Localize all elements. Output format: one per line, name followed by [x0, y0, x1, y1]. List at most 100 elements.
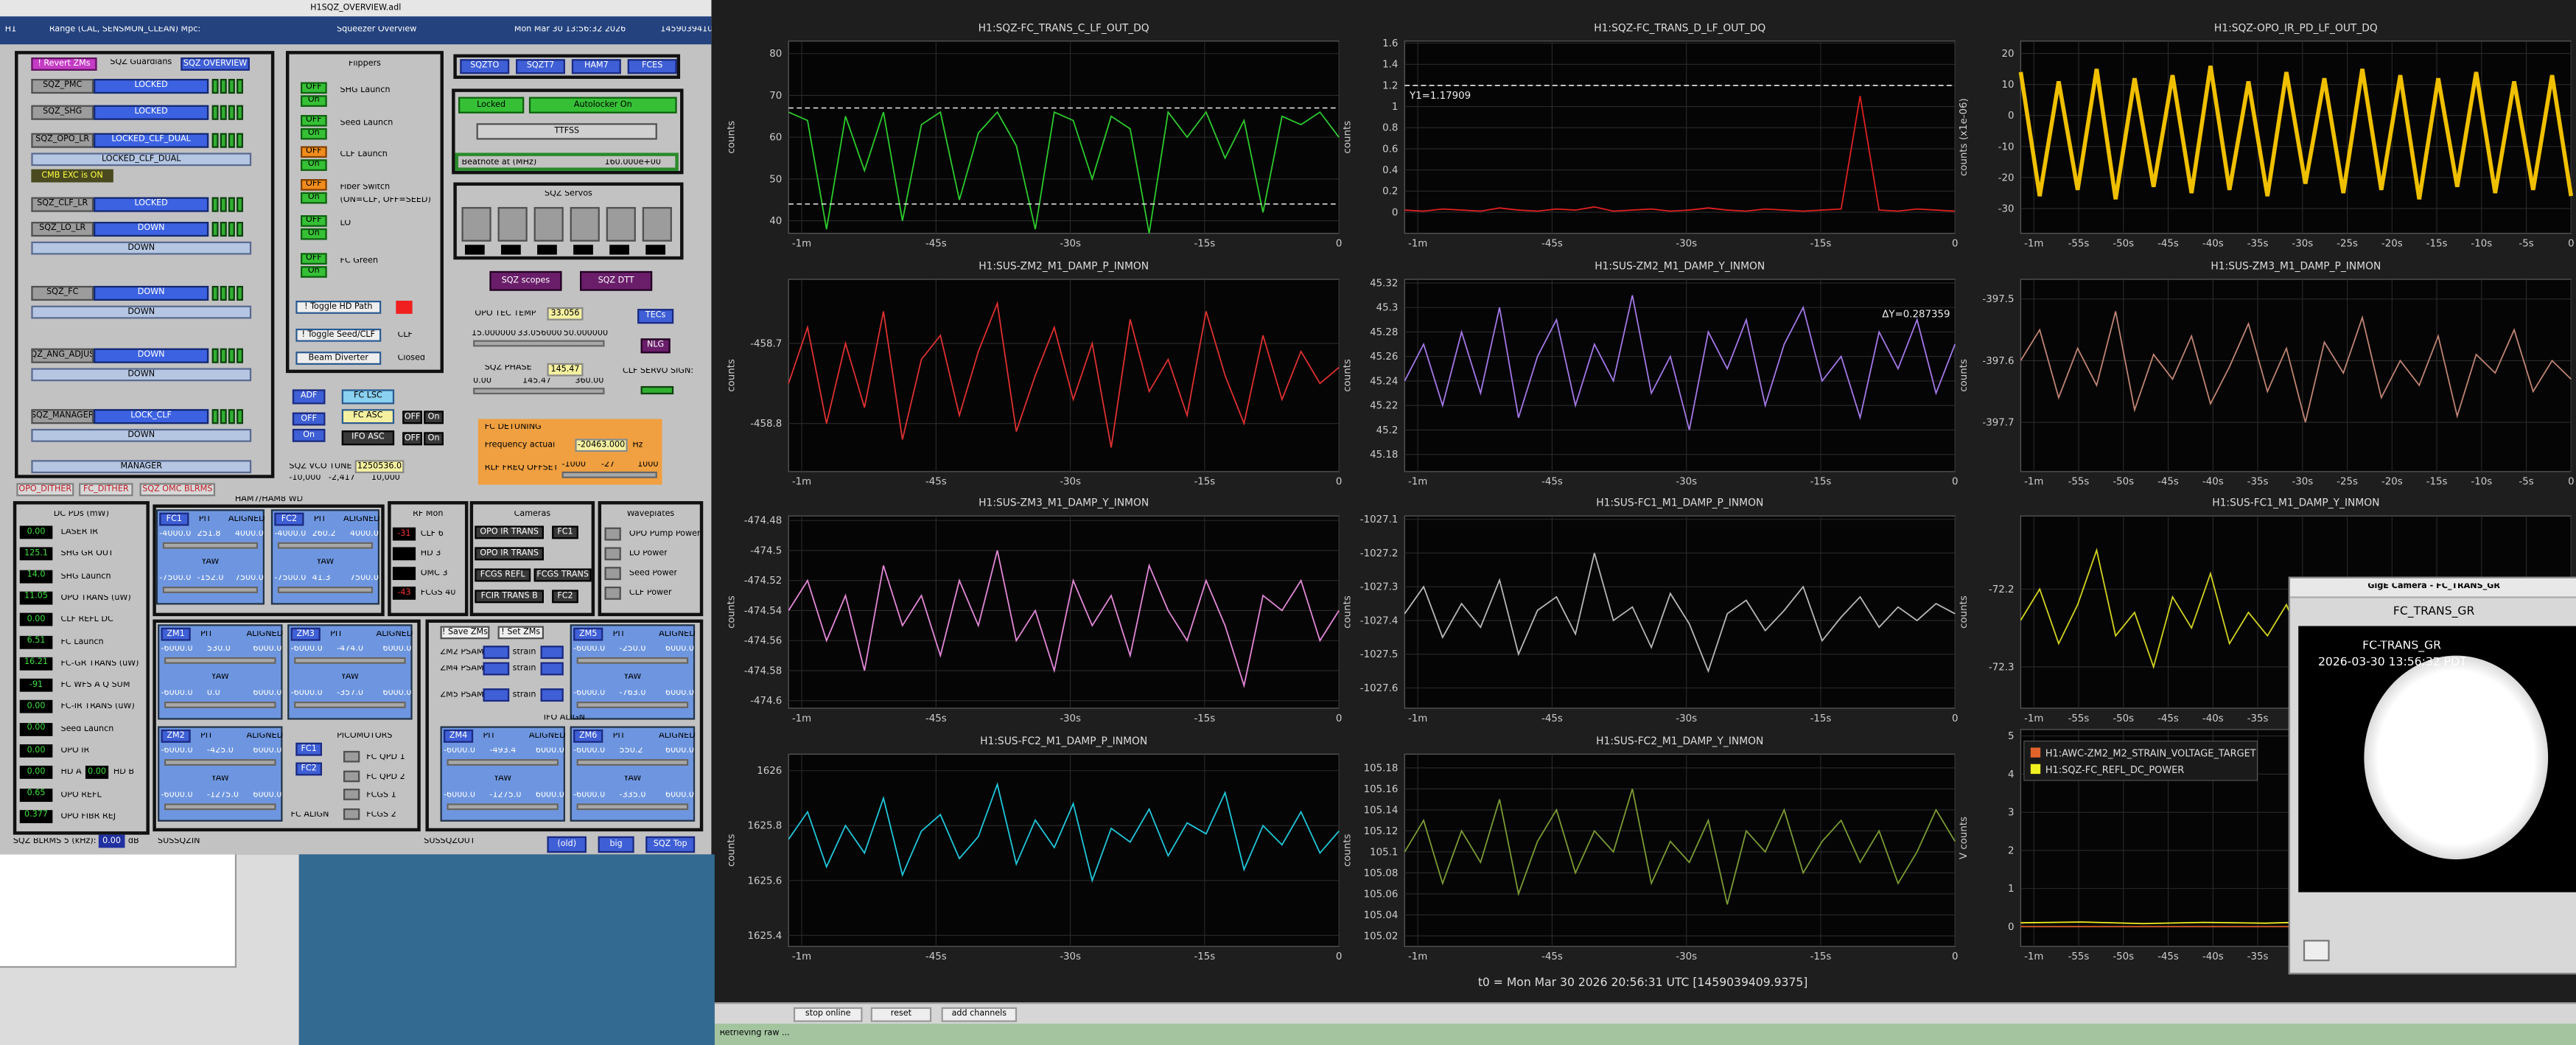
related-display-button[interactable]: OFF: [292, 412, 326, 426]
guardian-button[interactable]: SQZ_MANAGER: [31, 409, 94, 424]
related-display-button[interactable]: FC2: [274, 512, 304, 526]
label: CLF REFL DC: [60, 616, 113, 625]
guardian-button[interactable]: SQZ_SHG: [31, 105, 94, 120]
label: 0.00: [473, 377, 491, 386]
related-display-button[interactable]: ZM3: [290, 627, 321, 641]
toggle-button[interactable]: On: [301, 95, 327, 107]
related-display-button[interactable]: ZM4: [443, 729, 474, 743]
psams-readout: [483, 688, 510, 702]
link-button[interactable]: FC_DITHER: [79, 483, 133, 497]
legend-swatch: [2030, 747, 2041, 758]
guardian-button[interactable]: SQZ_LO_LR: [31, 221, 94, 237]
button[interactable]: FCIR TRANS B: [475, 590, 544, 604]
guardian-button[interactable]: ! Save ZMs: [440, 626, 490, 640]
button[interactable]: IFO ASC: [341, 430, 395, 446]
slider: [162, 586, 259, 593]
button[interactable]: On: [424, 432, 444, 446]
picomotor-button: [343, 807, 360, 819]
toggle-button[interactable]: OFF: [301, 253, 327, 265]
button[interactable]: OFF: [402, 432, 423, 446]
related-display-button[interactable]: SQZ Top: [645, 836, 696, 853]
link-button[interactable]: SQZ OMC BLRMS: [139, 483, 216, 497]
toggle-button[interactable]: Locked: [458, 97, 525, 113]
related-display-button[interactable]: ZM5: [573, 627, 603, 641]
y-tick-label: -474.52: [744, 576, 783, 587]
related-display-button[interactable]: SQZTO: [460, 59, 510, 74]
button[interactable]: reset: [870, 1007, 932, 1022]
button[interactable]: SQZ scopes: [489, 270, 562, 291]
toggle-button[interactable]: OFF: [301, 82, 327, 94]
toggle-button[interactable]: Autolocker On: [528, 97, 677, 113]
guardian-button[interactable]: SQZ_ANG_ADJUST: [31, 348, 94, 363]
button[interactable]: OPO IR TRANS: [475, 547, 544, 561]
toggle-button[interactable]: On: [301, 228, 327, 240]
label: DC PDs (mW): [53, 511, 109, 520]
button[interactable]: On: [424, 410, 444, 424]
toggle-button[interactable]: OFF: [301, 215, 327, 227]
button[interactable]: ! Revert ZMs: [31, 57, 97, 71]
guardian-state: LOCK_CLF: [94, 409, 209, 424]
related-display-button[interactable]: ZM1: [161, 627, 191, 641]
button[interactable]: FC2: [552, 590, 578, 604]
button[interactable]: ! Toggle HD Path: [295, 301, 382, 314]
guardian-button[interactable]: ! Set ZMs: [497, 626, 544, 640]
toggle-button[interactable]: On: [301, 266, 327, 278]
related-display-button[interactable]: TECs: [637, 309, 674, 324]
related-display-button[interactable]: (old): [547, 836, 587, 853]
related-display-button[interactable]: big: [598, 836, 634, 853]
plot-title: H1:SUS-FC1_M1_DAMP_Y_INMON: [2212, 497, 2379, 509]
related-display-button[interactable]: FC1: [159, 512, 189, 526]
toggle-button[interactable]: On: [301, 192, 327, 204]
button[interactable]: add channels: [941, 1007, 1018, 1022]
related-display-button[interactable]: FC1: [295, 742, 323, 756]
toggle-button[interactable]: On: [301, 127, 327, 140]
button[interactable]: FCGS REFL: [475, 568, 531, 582]
label: dB: [127, 838, 139, 847]
toggle-button[interactable]: OFF: [301, 179, 327, 191]
toggle-button[interactable]: On: [301, 159, 327, 171]
trace: [1404, 96, 1956, 212]
related-display-button[interactable]: HAM7: [571, 59, 621, 74]
button[interactable]: FC ASC: [341, 409, 395, 424]
dtt-status-bar: Retrieving raw ...: [714, 1024, 2576, 1045]
related-display-button[interactable]: On: [292, 428, 326, 442]
related-display-button[interactable]: ZM2: [161, 729, 191, 743]
button[interactable]: Beam Diverter: [295, 352, 382, 365]
button[interactable]: NLG: [640, 338, 671, 354]
guardian-button[interactable]: TTFSS: [476, 123, 657, 140]
related-display-button[interactable]: SQZ OVERVIEW: [181, 57, 250, 71]
button[interactable]: FC LSC: [341, 389, 395, 405]
related-display-button[interactable]: ADF: [292, 389, 326, 405]
button[interactable]: ! Toggle Seed/CLF: [295, 328, 382, 342]
link-button[interactable]: OPO_DITHER: [16, 483, 74, 497]
x-tick-label: -30s: [1676, 713, 1697, 724]
picomotor-button: [343, 789, 360, 800]
related-display-button[interactable]: FCES: [627, 59, 677, 74]
button[interactable]: stop online: [793, 1007, 863, 1022]
guardian-substate: DOWN: [31, 241, 252, 255]
snapshot-button[interactable]: [2303, 940, 2330, 962]
label: -335.0: [619, 791, 646, 800]
related-display-button[interactable]: ZM6: [573, 729, 603, 743]
guardian-state: DOWN: [94, 348, 209, 363]
toggle-button[interactable]: OFF: [301, 146, 327, 158]
label: OPO FIBR REJ: [60, 813, 116, 822]
toggle-button[interactable]: OFF: [301, 115, 327, 127]
guardian-button[interactable]: SQZ_PMC: [31, 79, 94, 94]
x-tick-label: -30s: [1060, 713, 1081, 724]
guardian-button[interactable]: SQZ_CLF_LR: [31, 197, 94, 212]
button[interactable]: OFF: [402, 410, 423, 424]
guardian-button[interactable]: SQZ_FC: [31, 285, 94, 301]
plot-title: H1:SUS-FC2_M1_DAMP_P_INMON: [980, 735, 1147, 747]
button[interactable]: FC1: [552, 525, 578, 539]
guardian-button[interactable]: SQZ_OPO_LR: [31, 133, 94, 148]
related-display-button[interactable]: SQZT7: [516, 59, 565, 74]
label: HD 3: [420, 550, 441, 559]
button[interactable]: FCGS TRANS: [533, 568, 592, 582]
button[interactable]: OPO IR TRANS: [475, 525, 544, 539]
related-display-button[interactable]: FC2: [295, 762, 323, 776]
button[interactable]: SQZ DTT: [580, 270, 653, 291]
status-indicator: [220, 348, 227, 363]
y-tick-label: -474.48: [744, 516, 783, 527]
